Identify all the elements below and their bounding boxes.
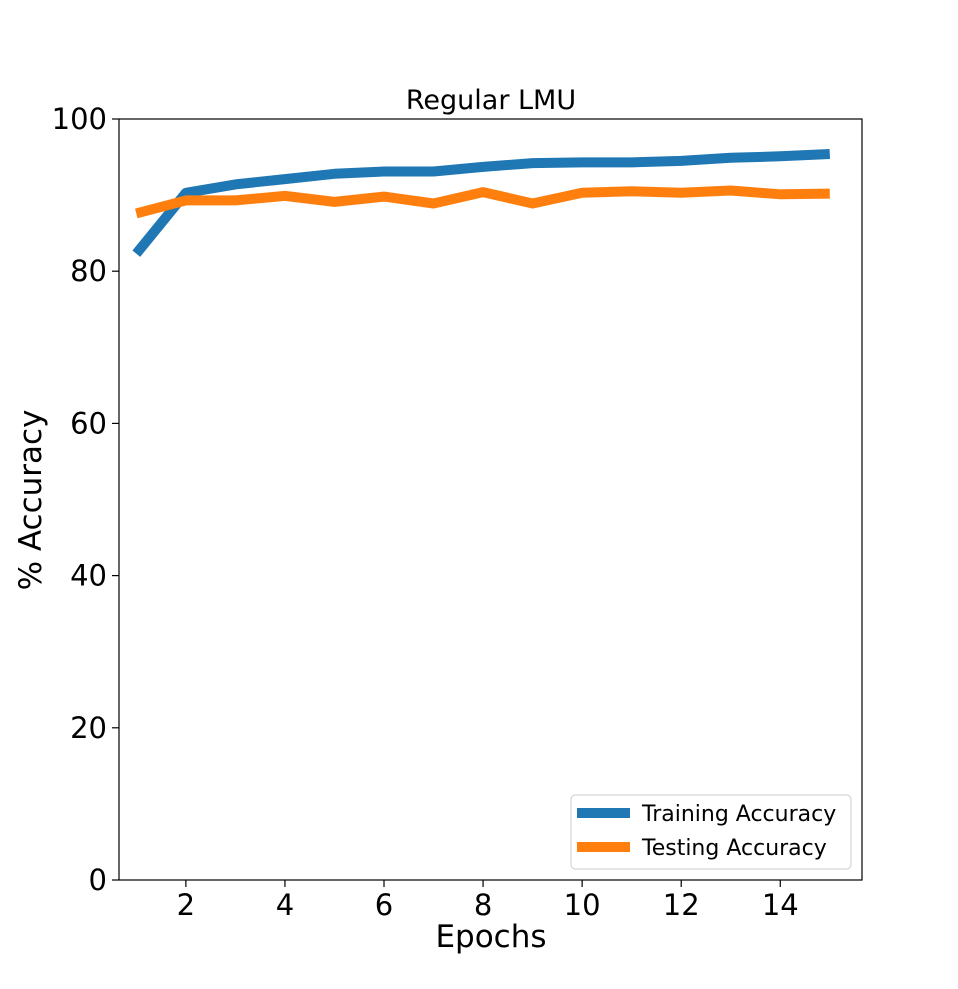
series-line-1 <box>132 149 831 257</box>
legend-label-1: Training Accuracy <box>641 802 836 827</box>
legend-label-2: Testing Accuracy <box>641 836 827 861</box>
y-tick-label: 80 <box>70 254 107 288</box>
chart-title: Regular LMU <box>406 85 576 116</box>
legend: Training Accuracy Testing Accuracy <box>570 794 852 870</box>
x-axis: 2 4 6 8 10 12 14 <box>177 880 799 922</box>
series-line-2 <box>135 185 830 219</box>
y-tick-label: 100 <box>52 102 107 136</box>
x-tick-label: 10 <box>564 888 601 922</box>
y-tick-label: 60 <box>70 406 107 440</box>
y-axis: 0 20 40 60 80 100 <box>52 102 119 897</box>
x-tick-label: 4 <box>276 888 294 922</box>
series-layer <box>132 149 831 257</box>
x-tick-label: 12 <box>663 888 700 922</box>
y-tick-label: 0 <box>89 863 107 897</box>
plot-frame <box>118 118 863 881</box>
y-tick-label: 20 <box>70 711 107 745</box>
x-tick-label: 14 <box>762 888 799 922</box>
x-tick-label: 8 <box>474 888 492 922</box>
y-axis-label: % Accuracy <box>13 410 49 591</box>
y-tick-label: 40 <box>70 559 107 593</box>
x-axis-label: Epochs <box>435 919 546 955</box>
x-tick-label: 6 <box>375 888 393 922</box>
legend-box <box>570 794 852 870</box>
x-tick-label: 2 <box>177 888 195 922</box>
